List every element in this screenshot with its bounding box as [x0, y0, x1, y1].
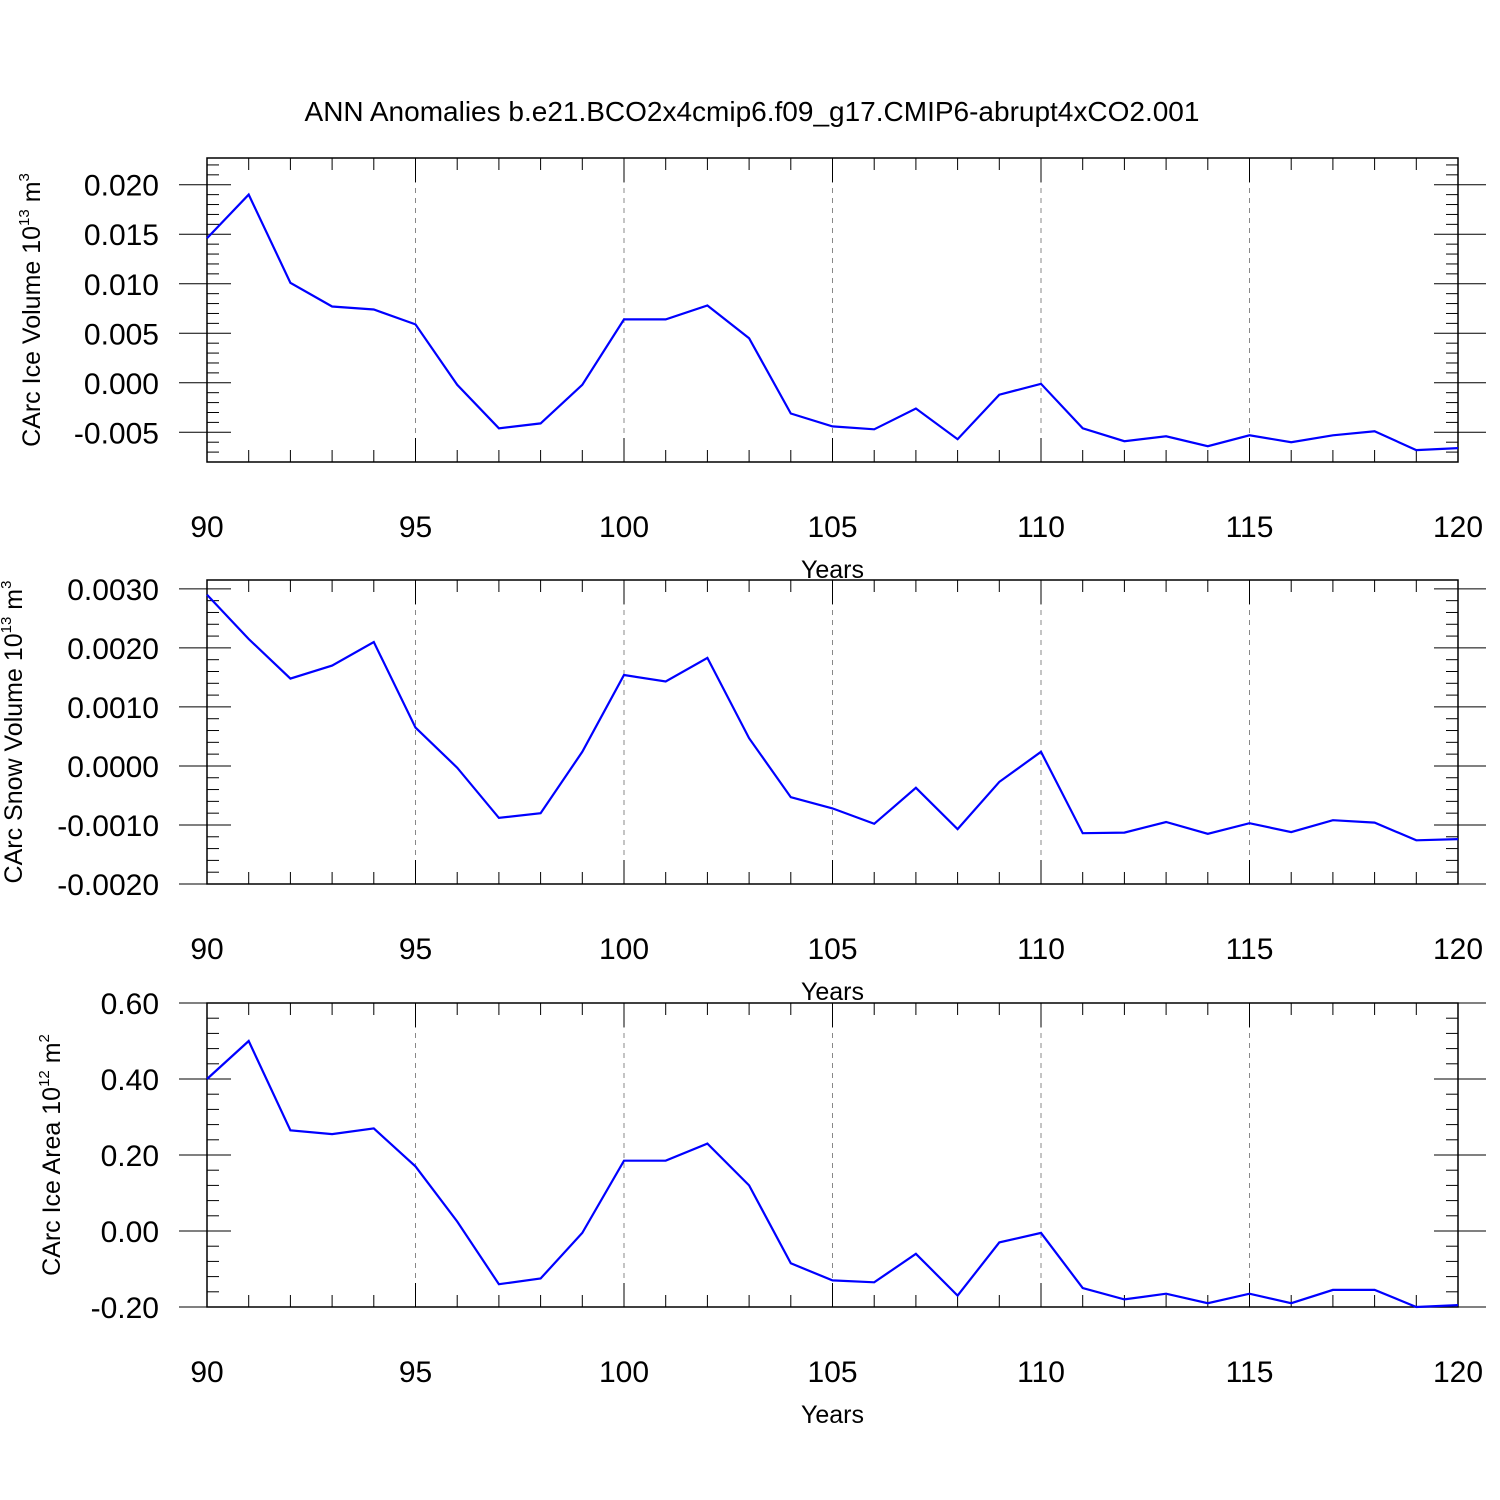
- y-tick-label: 0.20: [101, 1140, 159, 1173]
- y-tick-label: -0.20: [91, 1292, 159, 1325]
- y-axis-title-exponent: 13: [16, 209, 33, 226]
- series-line: [206, 192, 1459, 452]
- chart-panel-2: 0.0030 0.0020 0.0010 0.0000 -0.0010 -0.0020 90…: [0, 574, 1486, 1006]
- x-axis-title: Years: [801, 978, 864, 1006]
- x-tick-label: 120: [1433, 1356, 1483, 1389]
- chart-panel-1: 0.020 0.015 0.010 0.005 0.000 -0.005 90 95 100 10…: [16, 157, 1486, 584]
- y-tick-label: -0.005: [74, 417, 159, 450]
- y-axis-title: CArc Ice Area 1012 m2: [36, 1034, 66, 1276]
- x-tick-label: 95: [399, 1356, 432, 1389]
- y-axis-title-text: CArc Ice Area 10: [38, 1087, 66, 1276]
- y-tick-label: 0.00: [101, 1216, 159, 1249]
- chart-panel-3: 0.60 0.40 0.20 0.00 -0.20 90 95 100 105 110 115 120…: [36, 988, 1486, 1429]
- y-tick-label: -0.0010: [57, 810, 159, 843]
- x-tick-label: 100: [599, 511, 649, 544]
- y-axis-title-exponent: 12: [36, 1070, 53, 1087]
- y-tick-label: 0.000: [84, 368, 159, 401]
- x-tick-label: 120: [1433, 933, 1483, 966]
- y-axis-title-exponent: 13: [0, 617, 15, 634]
- y-axis-title-text: CArc Ice Volume 10: [18, 226, 46, 447]
- y-tick-label: 0.005: [84, 318, 159, 351]
- y-tick-label: 0.40: [101, 1064, 159, 1097]
- x-tick-label: 90: [190, 511, 223, 544]
- x-tick-label: 115: [1226, 511, 1274, 544]
- y-axis-title-unit: m: [0, 589, 28, 617]
- x-tick-label: 105: [807, 933, 857, 966]
- x-tick-label: 110: [1017, 933, 1065, 966]
- x-tick-label: 110: [1017, 1356, 1065, 1389]
- x-tick-label: 115: [1226, 1356, 1274, 1389]
- x-tick-label: 105: [807, 511, 857, 544]
- x-tick-label: 120: [1433, 511, 1483, 544]
- y-axis-title-unit-exponent: 2: [36, 1034, 53, 1042]
- x-tick-label: 110: [1017, 511, 1065, 544]
- y-axis-title-text: CArc Snow Volume 10: [0, 633, 28, 883]
- y-axis-title-unit: m: [18, 181, 46, 209]
- x-tick-label: 115: [1226, 933, 1274, 966]
- y-axis-title: CArc Snow Volume 1013 m3: [0, 581, 28, 884]
- y-axis-title-unit: m: [38, 1042, 66, 1070]
- y-tick-label: 0.010: [84, 269, 159, 302]
- y-tick-label: 0.0030: [67, 574, 159, 607]
- x-tick-label: 95: [399, 933, 432, 966]
- y-tick-label: 0.0020: [67, 633, 159, 666]
- y-tick-label: 0.60: [101, 988, 159, 1021]
- y-tick-label: 0.0010: [67, 692, 159, 725]
- x-tick-label: 95: [399, 511, 432, 544]
- y-tick-label: 0.015: [84, 219, 159, 252]
- y-axis-title-unit-exponent: 3: [0, 581, 15, 589]
- x-tick-label: 90: [190, 1356, 223, 1389]
- x-tick-label: 90: [190, 933, 223, 966]
- x-tick-label: 105: [807, 1356, 857, 1389]
- x-tick-label: 100: [599, 1356, 649, 1389]
- y-tick-label: -0.0020: [57, 869, 159, 902]
- chart-title: ANN Anomalies b.e21.BCO2x4cmip6.f09_g17.…: [305, 96, 1200, 127]
- y-tick-label: 0.020: [84, 170, 159, 203]
- x-tick-label: 100: [599, 933, 649, 966]
- y-axis-title-unit-exponent: 3: [16, 173, 33, 181]
- series-line: [206, 1039, 1459, 1309]
- y-tick-label: 0.0000: [67, 751, 159, 784]
- series-line: [206, 594, 1459, 842]
- y-axis-title: CArc Ice Volume 1013 m3: [16, 173, 46, 447]
- x-axis-title: Years: [801, 1401, 864, 1429]
